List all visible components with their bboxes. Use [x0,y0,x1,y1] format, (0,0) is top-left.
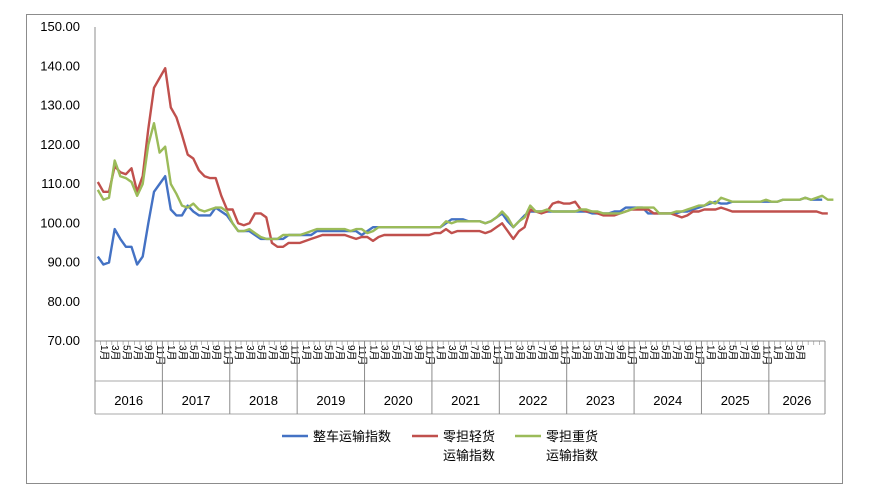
x-month-label: 5月 [390,345,402,361]
y-tick-label: 130.00 [40,98,80,113]
legend-label: 运输指数 [546,448,598,463]
x-month-label: 1月 [704,345,716,361]
x-month-label: 3月 [176,345,188,361]
x-month-label: 1月 [165,345,177,361]
x-month-label: 11月 [626,345,638,365]
x-month-label: 7月 [334,345,346,361]
x-month-label: 1月 [637,345,649,361]
x-month-label: 9月 [547,345,559,361]
x-month-label: 11月 [760,345,772,365]
x-month-label: 3月 [446,345,458,361]
x-month-label: 3月 [244,345,256,361]
x-month-label: 5月 [794,345,806,361]
x-month-label: 11月 [221,345,233,365]
x-month-label: 9月 [345,345,357,361]
x-month-label: 7月 [738,345,750,361]
x-year-label: 2018 [249,393,278,408]
x-year-label: 2017 [182,393,211,408]
x-month-label: 9月 [412,345,424,361]
legend-label: 零担轻货 [443,429,495,444]
x-year-label: 2025 [721,393,750,408]
x-month-label: 1月 [772,345,784,361]
x-month-label: 5月 [457,345,469,361]
x-month-label: 5月 [188,345,200,361]
x-month-label: 5月 [727,345,739,361]
x-month-label: 7月 [132,345,144,361]
x-month-label: 9月 [480,345,492,361]
x-month-label: 1月 [300,345,312,361]
x-month-label: 7月 [266,345,278,361]
x-year-label: 2022 [519,393,548,408]
x-month-label: 1月 [502,345,514,361]
x-month-label: 5月 [525,345,537,361]
x-month-label: 9月 [143,345,155,361]
y-tick-label: 150.00 [40,19,80,34]
x-month-label: 9月 [210,345,222,361]
y-tick-label: 80.00 [47,294,80,309]
x-month-label: 11月 [491,345,503,365]
legend-label: 整车运输指数 [313,429,391,444]
x-year-label: 2019 [316,393,345,408]
x-month-label: 3月 [783,345,795,361]
x-month-label: 5月 [120,345,132,361]
x-year-label: 2020 [384,393,413,408]
series-layer [96,66,834,266]
x-axis-layer: 1月 3月 5月 7月 9月 11月 1月 3月 5月 7月 9月 11月 1月 3月 5月 7月 9月 11月 1… [94,341,826,415]
x-month-label: 7月 [603,345,615,361]
axes-layer: 150.00 140.00 130.00 120.00 110.00 100.00 90.0… [40,19,825,348]
y-tick-label: 70.00 [47,333,80,348]
x-month-label: 11月 [154,345,166,365]
x-month-label: 7月 [536,345,548,361]
x-month-label: 5月 [659,345,671,361]
x-month-label: 7月 [671,345,683,361]
series-line-2 [96,66,828,249]
x-month-label: 1月 [233,345,245,361]
x-month-label: 1月 [570,345,582,361]
legend-label: 零担重货 [546,429,598,444]
x-year-label: 2024 [653,393,682,408]
x-month-label: 7月 [401,345,413,361]
x-month-label: 5月 [255,345,267,361]
legend-label: 运输指数 [443,448,495,463]
x-month-label: 3月 [311,345,323,361]
x-month-label: 3月 [379,345,391,361]
x-month-label: 5月 [592,345,604,361]
x-month-label: 11月 [289,345,301,365]
x-month-label: 3月 [716,345,728,361]
x-year-label: 2023 [586,393,615,408]
x-month-label: 1月 [367,345,379,361]
x-year-label: 2021 [451,393,480,408]
y-tick-label: 100.00 [40,215,80,230]
x-month-label: 9月 [278,345,290,361]
x-month-label: 1月 [98,345,110,361]
x-month-label: 3月 [109,345,121,361]
x-month-label: 11月 [693,345,705,365]
y-tick-label: 140.00 [40,58,80,73]
x-month-label: 11月 [424,345,436,365]
x-month-label: 11月 [356,345,368,365]
x-month-label: 1月 [435,345,447,361]
x-year-label: 2016 [114,393,143,408]
y-tick-label: 120.00 [40,137,80,152]
series-line-3 [96,121,834,241]
y-tick-label: 110.00 [41,176,80,191]
x-month-label: 9月 [682,345,694,361]
x-month-label: 3月 [648,345,660,361]
x-month-label: 7月 [468,345,480,361]
x-month-label: 9月 [749,345,761,361]
x-month-label: 11月 [558,345,570,365]
x-month-label: 3月 [513,345,525,361]
x-month-label: 7月 [199,345,211,361]
x-month-label: 9月 [614,345,626,361]
x-month-label: 3月 [581,345,593,361]
y-tick-label: 90.00 [47,255,80,270]
x-year-label: 2026 [782,393,811,408]
x-month-label: 5月 [322,345,334,361]
